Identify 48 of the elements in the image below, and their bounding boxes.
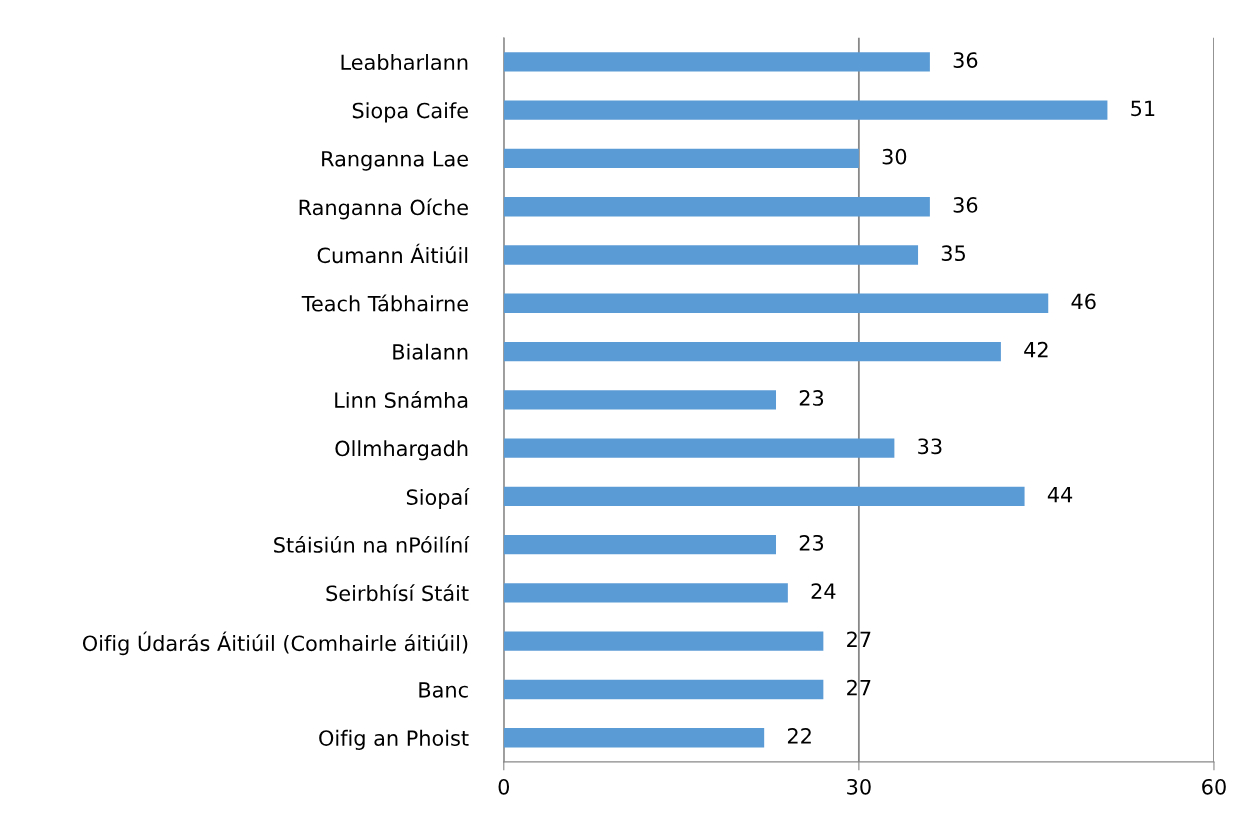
y-tick-label: Ranganna Lae (322, 151, 468, 171)
bar (503, 438, 895, 458)
x-tick-label: 60 (1202, 778, 1226, 795)
y-tick-label: Oifig an Phoist (319, 729, 469, 750)
data-label: 42 (1024, 341, 1048, 358)
x-tick-label: 0 (498, 778, 510, 795)
y-tick-label: Cumann Áitiúil (317, 243, 468, 264)
bar (503, 583, 788, 603)
data-label: 22 (787, 728, 811, 744)
bar (503, 197, 930, 217)
y-tick-label: Teach Tábhairne (301, 294, 468, 312)
bar (503, 148, 859, 169)
data-label: 33 (918, 438, 942, 455)
bar (503, 293, 1049, 313)
data-label: 36 (953, 197, 978, 213)
data-label: 44 (1047, 486, 1073, 503)
data-label: 30 (882, 148, 907, 165)
data-label: 51 (1131, 100, 1155, 117)
bar (503, 341, 1001, 362)
bar (503, 52, 930, 72)
y-tick-label: Siopaí (406, 488, 470, 510)
bar (503, 486, 1025, 507)
y-tick-label: Bialann (393, 343, 468, 360)
bar (503, 535, 777, 555)
x-tick-label: 30 (847, 778, 871, 795)
data-label: 36 (953, 52, 978, 68)
y-tick-label: Ranganna Oíche (299, 198, 468, 220)
data-label: 27 (847, 631, 871, 647)
bar (503, 100, 1108, 120)
y-tick-label: Oifig Údarás Áitiúil (Comhairle áitiúil) (82, 631, 468, 656)
bar (503, 245, 919, 265)
y-tick-label: Seirbhísí Stáit (326, 584, 469, 602)
data-label: 46 (1071, 293, 1096, 310)
y-tick-label: Ollmhargadh (335, 440, 468, 461)
y-tick-label: Banc (419, 682, 468, 698)
y-tick-label: Stáisiún na nPóilíní (274, 535, 470, 553)
data-label: 35 (941, 245, 965, 262)
bar (503, 679, 824, 700)
bar (503, 728, 765, 748)
bar (503, 631, 824, 651)
data-label: 24 (811, 583, 836, 599)
bar (503, 390, 777, 410)
y-tick-label: Leabharlann (341, 53, 468, 71)
data-label: 27 (847, 679, 871, 696)
y-tick-label: Linn Snámha (335, 391, 468, 409)
y-tick-label: Siopa Caife (352, 102, 468, 123)
data-label: 23 (799, 390, 824, 406)
data-label: 23 (799, 534, 824, 551)
